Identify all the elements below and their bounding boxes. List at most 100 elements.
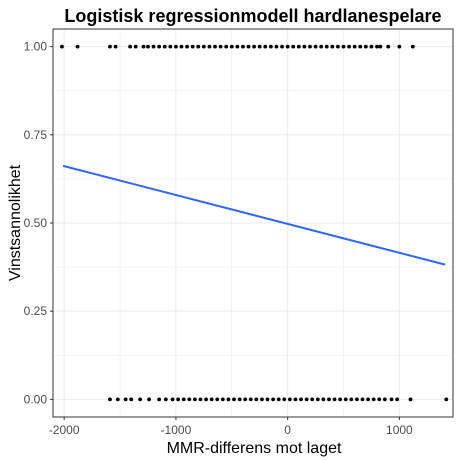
data-point-win [330,44,335,49]
data-point-win [185,44,189,49]
data-point-win [162,44,167,49]
data-point-loss [243,397,248,402]
data-point-win [207,44,212,49]
data-point-loss [215,397,220,402]
data-point-win [375,44,379,49]
data-point-win [60,44,64,49]
data-point-win [133,44,138,49]
data-point-win [108,44,112,49]
chart-title: Logistisk regressionmodell hardlanespela… [64,6,441,26]
data-point-win [363,44,368,49]
data-point-win [324,44,329,49]
data-point-win [369,44,374,49]
plot-area [53,29,453,417]
data-point-win [252,44,257,49]
data-point-loss [226,397,231,402]
x-tick-label: -1000 [161,423,192,437]
data-point-loss [271,397,276,402]
data-point-win [268,44,273,49]
data-point-loss [108,397,112,402]
y-tick-label: 0.75 [24,128,48,142]
data-point-win [397,44,402,49]
data-point-win [128,44,132,49]
data-point-loss [181,397,186,402]
data-point-win [241,44,245,49]
data-point-win [224,44,229,49]
data-point-loss [349,397,354,402]
data-point-win [285,44,290,49]
data-point-win [352,44,357,49]
data-point-win [235,44,240,49]
data-point-win [174,44,178,49]
axes: -2000 -1000 0 1000 0.00 0.25 0.50 0.75 1.00 [24,28,454,437]
data-point-win [386,44,391,49]
data-point-loss [232,397,236,402]
data-point-win [246,44,251,49]
data-point-win [151,44,156,49]
data-point-loss [338,397,343,402]
data-point-win [201,44,206,49]
data-point-loss [408,397,413,402]
data-point-loss [157,397,162,402]
data-point-win [410,44,415,49]
data-points [60,44,449,402]
data-point-loss [237,397,242,402]
fit-line [62,164,446,266]
data-point-loss [170,397,175,402]
data-point-win [319,44,324,49]
data-point-win [308,44,312,49]
data-point-loss [287,397,292,402]
data-point-win [341,44,346,49]
data-point-win [157,44,162,49]
data-point-win [168,44,173,49]
data-point-loss [123,397,128,402]
data-point-win [274,44,279,49]
data-point-loss [260,397,264,402]
x-tick-label: 0 [284,423,291,437]
data-point-loss [265,397,270,402]
data-point-win [378,44,383,49]
data-point-loss [395,397,400,402]
data-point-loss [389,397,394,402]
data-point-win [336,44,340,49]
data-point-win [257,44,262,49]
y-tick-label: 1.00 [24,40,48,54]
fit-line-layer [62,164,446,266]
x-tick-label: 1000 [386,423,413,437]
data-point-win [75,44,80,49]
data-point-loss [254,397,259,402]
data-point-loss [129,397,134,402]
data-point-loss [360,397,365,402]
data-point-loss [355,397,359,402]
data-point-loss [315,397,320,402]
data-point-loss [147,397,151,402]
x-axis-title: MMR-differens mot laget [167,440,342,457]
data-point-loss [282,397,287,402]
y-tick-label: 0.50 [24,216,48,230]
data-point-loss [310,397,315,402]
data-point-loss [248,397,253,402]
y-axis-title: Vinstsannolikhet [7,164,24,281]
data-point-loss [115,397,120,402]
data-point-loss [382,397,387,402]
data-point-win [196,44,201,49]
x-tick-label: -2000 [49,423,80,437]
data-point-loss [371,397,376,402]
data-point-loss [204,397,208,402]
data-point-loss [299,397,303,402]
data-point-win [296,44,301,49]
data-point-win [291,44,296,49]
data-point-win [218,44,223,49]
data-point-loss [276,397,281,402]
data-point-loss [444,397,449,402]
data-point-win [313,44,318,49]
data-point-win [190,44,195,49]
data-point-loss [192,397,197,402]
data-point-loss [293,397,298,402]
data-point-loss [209,397,214,402]
data-point-loss [198,397,203,402]
data-point-loss [343,397,348,402]
data-point-loss [366,397,370,402]
data-point-loss [304,397,309,402]
y-tick-label: 0.00 [24,392,48,406]
